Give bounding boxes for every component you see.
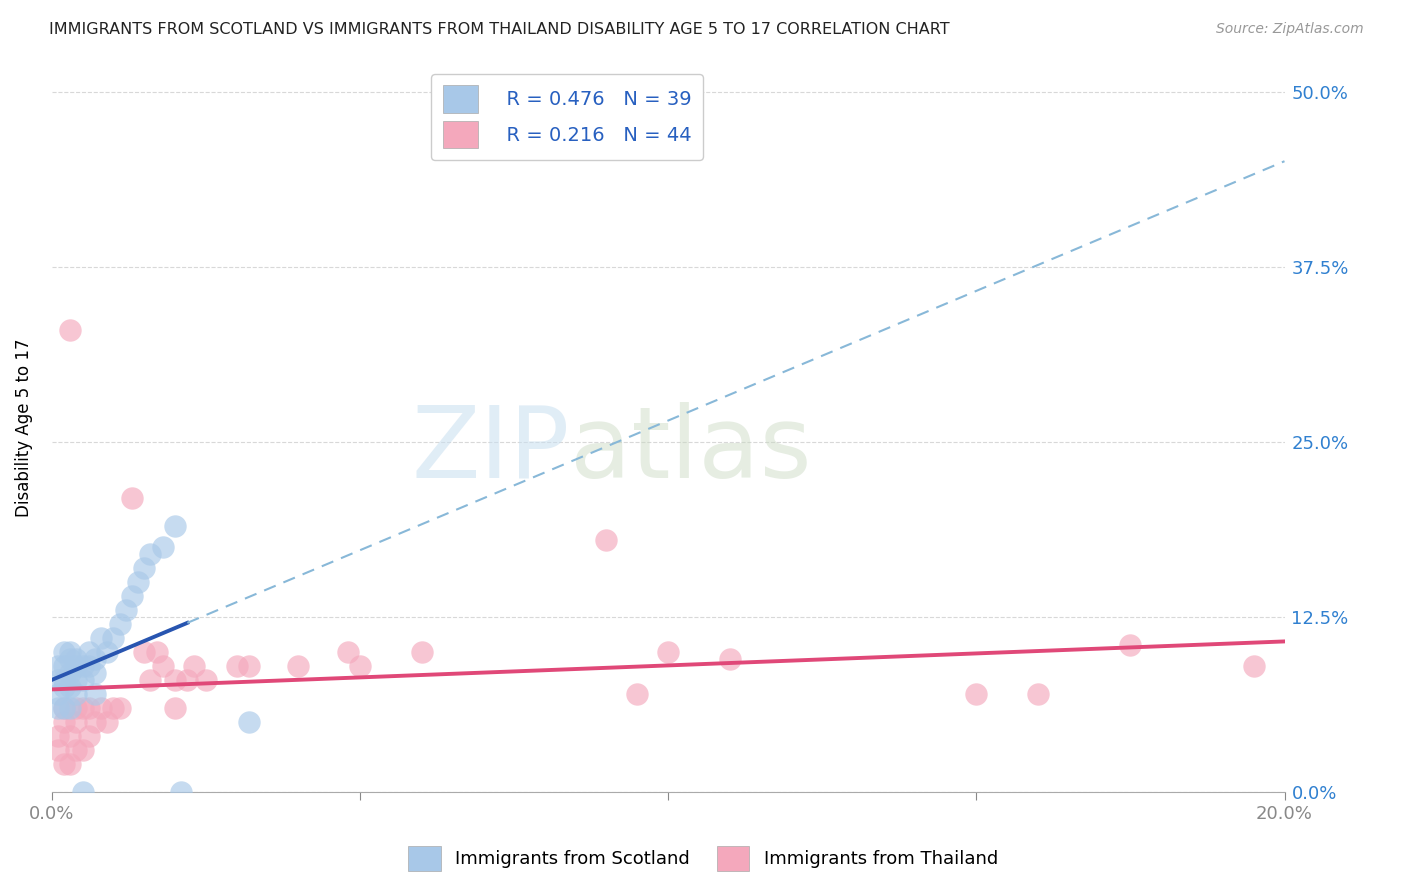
Point [59, 680, 82, 694]
Point [90, 632, 112, 646]
Point [139, 547, 162, 561]
Point [411, 645, 433, 659]
Y-axis label: Disability Age 5 to 17: Disability Age 5 to 17 [15, 339, 32, 517]
Point [1026, 687, 1049, 701]
Point [59, 645, 82, 659]
Point [53, 673, 76, 688]
Point [108, 701, 131, 715]
Point [65, 715, 87, 730]
Point [134, 645, 156, 659]
Point [965, 687, 987, 701]
Point [83, 652, 105, 666]
Point [1243, 659, 1265, 673]
Point [114, 603, 136, 617]
Text: IMMIGRANTS FROM SCOTLAND VS IMMIGRANTS FROM THAILAND DISABILITY AGE 5 TO 17 CORR: IMMIGRANTS FROM SCOTLAND VS IMMIGRANTS F… [49, 22, 950, 37]
Point [83, 715, 105, 730]
Point [59, 701, 82, 715]
Point [163, 673, 186, 688]
Point [46, 729, 69, 743]
Point [1119, 638, 1142, 652]
Point [238, 659, 260, 673]
Point [77, 701, 100, 715]
Point [53, 645, 76, 659]
Text: atlas: atlas [569, 401, 811, 499]
Point [163, 519, 186, 533]
Point [349, 659, 371, 673]
Point [83, 687, 105, 701]
Point [77, 645, 100, 659]
Point [626, 687, 648, 701]
Point [96, 645, 118, 659]
Point [170, 785, 193, 799]
Point [96, 715, 118, 730]
Point [103, 632, 125, 646]
Point [83, 666, 105, 681]
Point [336, 645, 359, 659]
Point [72, 785, 94, 799]
Point [72, 701, 94, 715]
Point [65, 659, 87, 673]
Point [59, 652, 82, 666]
Point [657, 645, 679, 659]
Point [59, 323, 82, 337]
Point [53, 701, 76, 715]
Point [65, 743, 87, 757]
Point [65, 701, 87, 715]
Point [65, 687, 87, 701]
Point [121, 589, 143, 603]
Point [46, 743, 69, 757]
Point [595, 533, 617, 548]
Point [238, 715, 260, 730]
Point [59, 666, 82, 681]
Point [65, 652, 87, 666]
Text: Source: ZipAtlas.com: Source: ZipAtlas.com [1216, 22, 1364, 37]
Point [134, 561, 156, 575]
Point [72, 659, 94, 673]
Point [72, 673, 94, 688]
Point [152, 659, 174, 673]
Point [53, 680, 76, 694]
Point [46, 701, 69, 715]
Point [46, 687, 69, 701]
Point [90, 701, 112, 715]
Point [59, 757, 82, 772]
Point [77, 729, 100, 743]
Point [163, 701, 186, 715]
Point [194, 673, 217, 688]
Point [108, 617, 131, 632]
Point [53, 659, 76, 673]
Point [65, 673, 87, 688]
Point [103, 701, 125, 715]
Point [46, 659, 69, 673]
Point [183, 659, 205, 673]
Point [176, 673, 198, 688]
Legend: Immigrants from Scotland, Immigrants from Thailand: Immigrants from Scotland, Immigrants fro… [401, 838, 1005, 879]
Point [53, 715, 76, 730]
Point [718, 652, 741, 666]
Point [287, 659, 309, 673]
Point [59, 729, 82, 743]
Legend:   R = 0.476   N = 39,   R = 0.216   N = 44: R = 0.476 N = 39, R = 0.216 N = 44 [432, 74, 703, 160]
Point [72, 743, 94, 757]
Point [145, 645, 167, 659]
Point [139, 673, 162, 688]
Text: ZIP: ZIP [411, 401, 569, 499]
Point [77, 659, 100, 673]
Point [53, 701, 76, 715]
Point [121, 491, 143, 506]
Point [46, 673, 69, 688]
Point [127, 575, 149, 590]
Point [225, 659, 247, 673]
Point [53, 757, 76, 772]
Point [152, 540, 174, 554]
